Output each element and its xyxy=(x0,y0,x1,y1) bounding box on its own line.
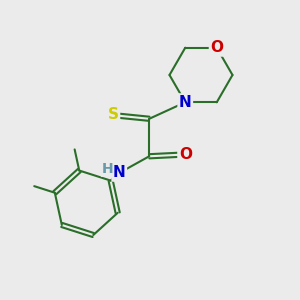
Text: N: N xyxy=(113,165,126,180)
Text: O: O xyxy=(210,40,223,55)
Text: S: S xyxy=(108,107,119,122)
Text: N: N xyxy=(179,95,192,110)
Text: H: H xyxy=(101,162,113,176)
Text: O: O xyxy=(179,147,192,162)
